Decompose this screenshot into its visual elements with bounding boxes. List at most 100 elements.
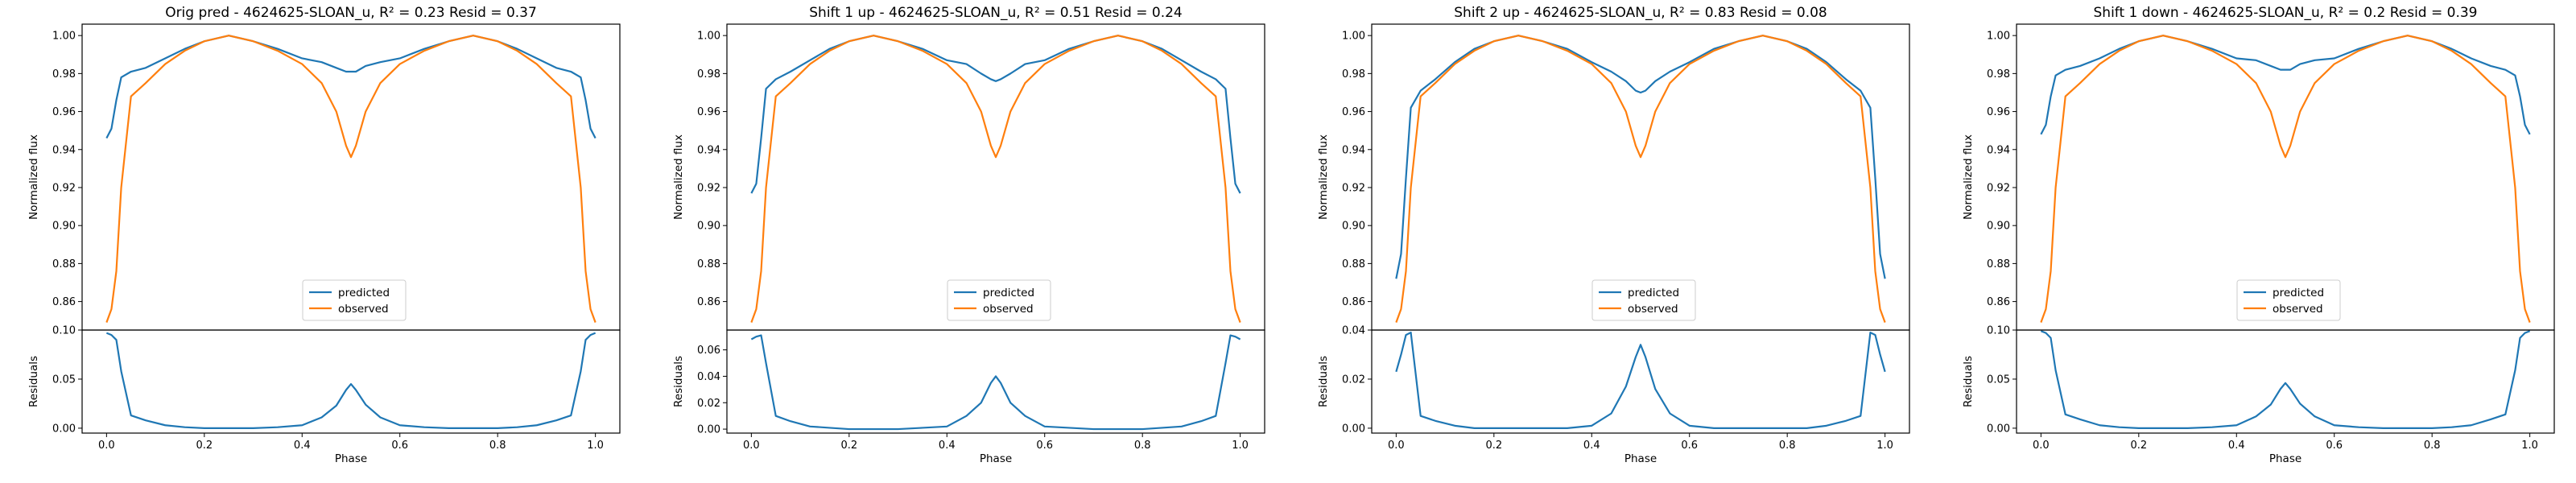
residual-ytick-label: 0.10: [52, 325, 76, 337]
series-line-predicted: [2040, 35, 2531, 135]
flux-ytick-label: 0.94: [1987, 144, 2010, 156]
flux-ytick-label: 0.90: [1342, 221, 1365, 233]
flux-y-axis-label: Normalized flux: [1317, 134, 1330, 220]
residual-ytick-label: 0.05: [52, 374, 76, 386]
residual-ytick-label: 0.02: [1342, 374, 1365, 386]
flux-ytick-label: 0.86: [52, 296, 76, 308]
residual-ytick-label: 0.04: [697, 371, 720, 383]
flux-ytick-label: 0.96: [1987, 106, 2010, 118]
flux-ytick-label: 0.92: [697, 182, 720, 194]
legend-box: [947, 279, 1051, 321]
xtick-label: 0.0: [98, 440, 115, 452]
flux-ytick-label: 0.94: [52, 144, 76, 156]
legend-box: [1591, 279, 1696, 321]
flux-ytick-label: 0.88: [1987, 258, 2010, 270]
residual-line: [2040, 330, 2531, 429]
legend-label-predicted: predicted: [2273, 287, 2324, 299]
residual-ytick-label: 0.04: [1342, 325, 1365, 337]
series-line-predicted: [750, 35, 1241, 194]
flux-ytick-label: 0.90: [1987, 221, 2010, 233]
flux-ytick-label: 0.90: [52, 221, 76, 233]
legend: predicted observed: [947, 279, 1051, 321]
flux-y-axis-label: Normalized flux: [672, 134, 685, 220]
residual-ytick-label: 0.00: [1987, 423, 2010, 435]
chart-panel-shift2up: Shift 2 up - 4624625-SLOAN_u, R² = 0.83 …: [1317, 5, 1910, 465]
xtick-label: 0.8: [2424, 440, 2441, 452]
flux-ytick-label: 0.94: [1342, 144, 1365, 156]
flux-ytick-label: 0.96: [1342, 106, 1365, 118]
residual-line: [750, 334, 1241, 431]
x-axis-label: Phase: [980, 452, 1012, 465]
flux-ytick-label: 0.88: [52, 258, 76, 270]
legend: predicted observed: [302, 279, 407, 321]
xtick-label: 0.8: [489, 440, 506, 452]
xtick-label: 0.8: [1134, 440, 1151, 452]
residual-ytick-label: 0.00: [1342, 423, 1365, 435]
xtick-label: 0.6: [391, 440, 408, 452]
chart-panel-orig: Orig pred - 4624625-SLOAN_u, R² = 0.23 R…: [27, 5, 621, 465]
x-axis-label: Phase: [335, 452, 367, 465]
xtick-label: 0.6: [1681, 440, 1698, 452]
flux-ytick-label: 0.86: [1987, 296, 2010, 308]
flux-ytick-label: 0.86: [697, 296, 720, 308]
chart-title: Orig pred - 4624625-SLOAN_u, R² = 0.23 R…: [165, 5, 537, 21]
x-axis-label: Phase: [2269, 452, 2301, 465]
flux-ytick-label: 0.94: [697, 144, 720, 156]
residual-axes-frame: [726, 329, 1265, 434]
xtick-label: 0.6: [2326, 440, 2343, 452]
chart-title: Shift 1 down - 4624625-SLOAN_u, R² = 0.2…: [2094, 5, 2478, 21]
residual-axes-frame: [1371, 329, 1910, 434]
legend: predicted observed: [1591, 279, 1696, 321]
legend-label-predicted: predicted: [983, 287, 1034, 299]
residual-line: [105, 332, 597, 429]
series-line-predicted: [105, 35, 597, 139]
legend-label-predicted: predicted: [1628, 287, 1679, 299]
residual-ytick-label: 0.00: [697, 424, 720, 436]
residual-axes-frame: [81, 329, 621, 434]
legend-label-observed: observed: [983, 303, 1034, 316]
flux-ytick-label: 0.92: [1342, 182, 1365, 194]
legend-label-observed: observed: [338, 303, 389, 316]
chart-panel-shift1down: Shift 1 down - 4624625-SLOAN_u, R² = 0.2…: [1962, 5, 2555, 465]
residual-ytick-label: 0.06: [697, 345, 720, 357]
xtick-label: 1.0: [1232, 440, 1249, 452]
xtick-label: 1.0: [2521, 440, 2538, 452]
xtick-label: 0.4: [939, 440, 956, 452]
legend-label-predicted: predicted: [338, 287, 390, 299]
legend-label-observed: observed: [2273, 303, 2323, 316]
residual-axes-frame: [2016, 329, 2555, 434]
chart-panel-shift1up: Shift 1 up - 4624625-SLOAN_u, R² = 0.51 …: [672, 5, 1265, 465]
flux-ytick-label: 0.98: [52, 68, 76, 80]
flux-ytick-label: 1.00: [52, 31, 76, 43]
chart-title: Shift 1 up - 4624625-SLOAN_u, R² = 0.51 …: [809, 5, 1183, 21]
flux-ytick-label: 1.00: [697, 31, 720, 43]
xtick-label: 0.8: [1779, 440, 1796, 452]
xtick-label: 0.0: [743, 440, 760, 452]
flux-ytick-label: 0.90: [697, 221, 720, 233]
xtick-label: 0.0: [1388, 440, 1405, 452]
xtick-label: 0.2: [1485, 440, 1502, 452]
flux-ytick-label: 0.88: [1342, 258, 1365, 270]
xtick-label: 0.2: [840, 440, 857, 452]
legend-box: [2236, 279, 2341, 321]
flux-ytick-label: 0.98: [1987, 68, 2010, 80]
series-line-observed: [1395, 35, 1886, 323]
residual-ytick-label: 0.10: [1987, 325, 2010, 337]
series-line-predicted: [1395, 35, 1886, 279]
xtick-label: 0.6: [1036, 440, 1053, 452]
residual-ytick-label: 0.05: [1987, 374, 2010, 386]
flux-ytick-label: 0.96: [52, 106, 76, 118]
xtick-label: 1.0: [587, 440, 604, 452]
series-line-observed: [750, 35, 1241, 323]
flux-ytick-label: 1.00: [1987, 31, 2010, 43]
legend-box: [302, 279, 407, 321]
flux-y-axis-label: Normalized flux: [27, 134, 40, 220]
flux-ytick-label: 0.92: [52, 182, 76, 194]
residual-y-axis-label: Residuals: [1317, 356, 1330, 407]
residual-ytick-label: 0.00: [52, 423, 76, 435]
xtick-label: 0.4: [2228, 440, 2245, 452]
flux-ytick-label: 0.86: [1342, 296, 1365, 308]
chart-title: Shift 2 up - 4624625-SLOAN_u, R² = 0.83 …: [1454, 5, 1827, 21]
xtick-label: 1.0: [1876, 440, 1893, 452]
